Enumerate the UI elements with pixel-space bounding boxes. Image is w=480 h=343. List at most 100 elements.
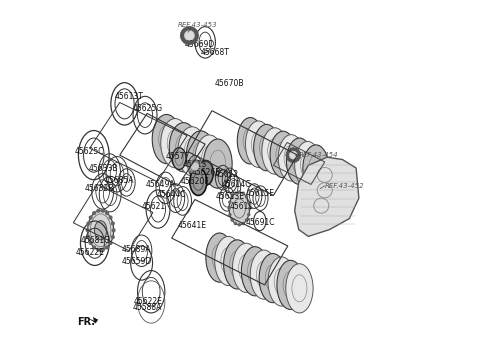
Circle shape [229, 201, 231, 203]
Ellipse shape [161, 119, 190, 168]
Circle shape [234, 192, 237, 194]
Circle shape [87, 222, 90, 225]
Ellipse shape [190, 168, 207, 196]
Ellipse shape [259, 253, 287, 303]
Text: 45681G: 45681G [81, 236, 111, 245]
Circle shape [234, 223, 237, 225]
Circle shape [192, 40, 195, 43]
Circle shape [242, 192, 244, 194]
Circle shape [242, 223, 244, 225]
Ellipse shape [278, 134, 304, 181]
Circle shape [248, 214, 250, 216]
Ellipse shape [237, 118, 263, 164]
Circle shape [195, 36, 198, 39]
Ellipse shape [277, 260, 304, 309]
Circle shape [292, 160, 294, 162]
Circle shape [297, 158, 299, 161]
Ellipse shape [268, 257, 295, 306]
Circle shape [87, 236, 90, 238]
Circle shape [231, 196, 233, 198]
Ellipse shape [195, 135, 224, 184]
Ellipse shape [215, 236, 242, 286]
Ellipse shape [88, 211, 114, 250]
Circle shape [184, 28, 186, 31]
Ellipse shape [295, 141, 321, 188]
Circle shape [188, 159, 202, 173]
Circle shape [183, 29, 196, 42]
Ellipse shape [262, 128, 288, 174]
Circle shape [295, 148, 297, 151]
Ellipse shape [198, 161, 213, 185]
Circle shape [184, 40, 186, 43]
Circle shape [93, 212, 96, 214]
Circle shape [191, 42, 193, 44]
Text: REF.43-452: REF.43-452 [324, 183, 364, 189]
Ellipse shape [95, 221, 107, 240]
Text: 45649A: 45649A [146, 180, 176, 189]
Text: 45613: 45613 [183, 160, 207, 169]
Ellipse shape [169, 123, 198, 172]
Circle shape [101, 209, 104, 212]
Circle shape [93, 246, 96, 249]
Circle shape [286, 154, 288, 156]
Text: 45626B: 45626B [192, 168, 221, 177]
Ellipse shape [241, 247, 269, 296]
Ellipse shape [287, 138, 312, 185]
Circle shape [238, 191, 240, 193]
Circle shape [194, 30, 197, 33]
Text: 45611: 45611 [229, 202, 254, 211]
Circle shape [288, 150, 299, 160]
Circle shape [192, 163, 198, 170]
Text: 45670B: 45670B [214, 79, 244, 88]
Circle shape [246, 219, 248, 221]
Text: 45612: 45612 [215, 170, 239, 179]
Text: 45691C: 45691C [246, 217, 275, 227]
Ellipse shape [206, 233, 233, 282]
Circle shape [89, 216, 92, 219]
Circle shape [290, 148, 292, 151]
Circle shape [111, 222, 114, 225]
Circle shape [180, 34, 183, 37]
Text: 45625G: 45625G [132, 104, 163, 113]
Circle shape [249, 208, 251, 210]
Circle shape [181, 36, 184, 39]
Circle shape [287, 152, 288, 154]
Circle shape [298, 152, 300, 154]
Circle shape [292, 148, 294, 150]
Text: 45669D: 45669D [185, 40, 215, 49]
Text: 45659D: 45659D [122, 257, 152, 265]
Ellipse shape [245, 121, 271, 167]
Circle shape [287, 156, 288, 158]
Text: 45685A: 45685A [105, 176, 134, 185]
Ellipse shape [250, 250, 277, 299]
Circle shape [86, 229, 89, 232]
Text: 45577: 45577 [166, 152, 190, 161]
Text: 45622E: 45622E [75, 248, 104, 257]
Circle shape [186, 27, 189, 30]
Circle shape [229, 214, 231, 216]
Ellipse shape [204, 139, 232, 188]
Text: 45633B: 45633B [89, 164, 118, 173]
Circle shape [186, 42, 189, 44]
Text: 45641E: 45641E [178, 221, 207, 230]
Text: 45622E: 45622E [133, 297, 162, 307]
Circle shape [106, 212, 108, 214]
Ellipse shape [303, 145, 329, 191]
Circle shape [288, 150, 290, 152]
Circle shape [192, 28, 195, 31]
Circle shape [195, 32, 198, 35]
Circle shape [196, 34, 198, 37]
Text: 45620F: 45620F [180, 177, 209, 186]
Text: 45614G: 45614G [222, 180, 252, 189]
Text: 45644C: 45644C [157, 190, 187, 199]
Ellipse shape [229, 192, 250, 225]
Circle shape [246, 196, 248, 198]
Text: 45613E: 45613E [216, 192, 245, 201]
Ellipse shape [186, 131, 215, 180]
Circle shape [188, 42, 191, 44]
Circle shape [290, 160, 292, 162]
Text: 45613T: 45613T [115, 92, 144, 101]
Circle shape [181, 32, 184, 35]
Circle shape [191, 27, 193, 30]
Circle shape [298, 156, 300, 158]
